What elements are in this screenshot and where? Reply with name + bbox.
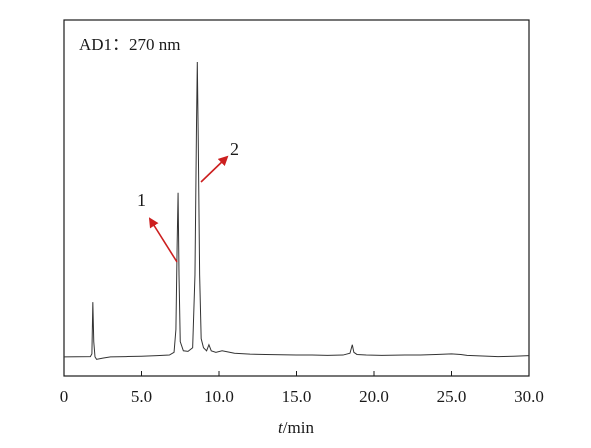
peak-1-label: 1 bbox=[137, 190, 146, 210]
chart-title: AD1：270 nm bbox=[79, 35, 181, 54]
x-tick-label: 0 bbox=[60, 387, 69, 406]
peak-2-arrow bbox=[200, 155, 229, 183]
x-tick-label: 5.0 bbox=[131, 387, 152, 406]
x-tick-label: 30.0 bbox=[514, 387, 544, 406]
peak-2-label: 2 bbox=[230, 139, 239, 159]
plot-frame bbox=[63, 19, 530, 377]
x-axis-ticks: 0 5.0 10.0 15.0 20.0 25.0 30.0 bbox=[60, 371, 544, 406]
peak-annotations: 1 2 bbox=[137, 139, 239, 263]
chromatogram-trace bbox=[63, 61, 530, 360]
x-tick-label: 20.0 bbox=[359, 387, 389, 406]
x-axis-label: t/min bbox=[278, 418, 314, 437]
x-tick-label: 10.0 bbox=[204, 387, 234, 406]
peak-1-arrow bbox=[148, 217, 178, 263]
x-tick-label: 25.0 bbox=[437, 387, 467, 406]
x-tick-label: 15.0 bbox=[282, 387, 312, 406]
